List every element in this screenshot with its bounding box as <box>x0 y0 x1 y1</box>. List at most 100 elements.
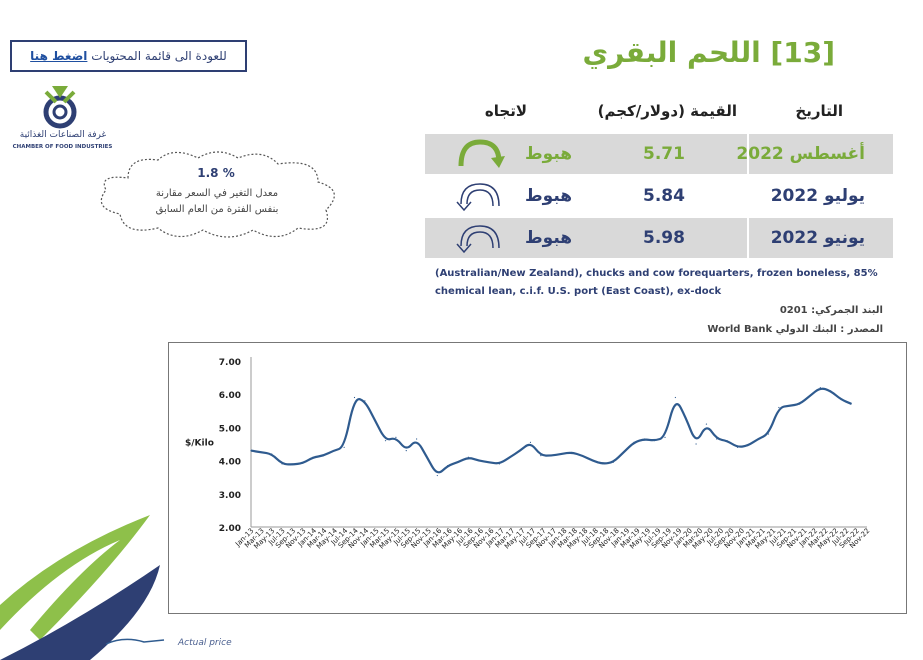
data-point <box>384 440 387 442</box>
yoy-change-value: 1.8 % <box>197 166 235 180</box>
data-point <box>322 455 325 457</box>
row-direction: هبوط <box>525 144 573 164</box>
customs-code: البند الجمركي: 0201 <box>779 305 883 316</box>
data-point <box>281 463 283 465</box>
row-price: 5.98 <box>643 228 685 248</box>
y-tick-label: 4.00 <box>219 458 241 468</box>
data-point <box>519 450 521 452</box>
data-point <box>809 395 811 397</box>
data-point <box>664 436 666 438</box>
back-to-contents-link[interactable]: اضغط هنا <box>30 49 88 63</box>
data-point <box>312 456 314 458</box>
data-point <box>478 460 480 462</box>
data-point <box>364 400 366 402</box>
data-point <box>788 405 790 407</box>
data-point <box>395 436 397 438</box>
data-point <box>840 398 842 401</box>
data-point <box>685 416 687 419</box>
price-line-chart: 7.006.005.004.003.002.00$/KiloJan-13Mar-… <box>185 357 871 551</box>
trend-down-arrow-icon <box>456 183 500 212</box>
table-row: يوليو 2022 5.84 هبوط <box>425 176 893 216</box>
data-point <box>343 446 345 448</box>
header-price: القيمة (دولار/كجم) <box>597 102 737 120</box>
data-point <box>581 455 583 457</box>
data-point <box>695 443 697 445</box>
chart-frame: 7.00 6.00 5.00 4.00 3.00 2.00 $/Kilo Jan-13 Mar-… <box>168 342 907 614</box>
table-row: يونيو 2022 5.98 هبوط <box>425 218 893 258</box>
data-point <box>457 461 459 463</box>
data-point <box>819 386 821 389</box>
y-axis-label: $/Kilo <box>185 439 214 449</box>
description-line2: chemical lean, c.i.f. U.S. port (East Co… <box>435 286 722 297</box>
data-point <box>333 450 335 452</box>
data-point <box>467 456 469 458</box>
row-price: 5.84 <box>643 186 685 206</box>
back-to-contents-text: للعودة الى قائمة المحتويات <box>91 49 227 63</box>
legend-label: Actual price <box>178 638 232 648</box>
y-tick-label: 2.00 <box>219 524 241 534</box>
y-tick-label: 5.00 <box>219 424 241 434</box>
data-point <box>571 451 573 453</box>
data-point <box>612 461 614 463</box>
data-point <box>798 403 801 405</box>
data-point <box>654 440 656 442</box>
logo-english: CHAMBER OF FOOD INDUSTRIES <box>12 144 113 150</box>
data-point <box>260 451 262 453</box>
row-price: 5.71 <box>643 144 685 164</box>
data-point <box>830 390 832 392</box>
data-point <box>291 463 294 466</box>
data-point <box>757 438 759 440</box>
header-direction: لاتجاه <box>484 102 527 120</box>
trend-down-arrow-icon <box>456 225 500 254</box>
data-point <box>705 423 708 425</box>
data-point <box>416 438 418 440</box>
trend-down-arrow-icon <box>458 139 505 168</box>
data-point <box>716 438 718 440</box>
data-source: المصدر : البنك الدولي World Bank <box>707 324 883 335</box>
data-point <box>726 440 728 442</box>
header-date: التاريخ <box>795 102 843 120</box>
data-point <box>488 461 490 463</box>
row-direction: هبوط <box>525 186 573 206</box>
data-point <box>850 403 852 405</box>
data-point <box>602 463 604 465</box>
data-point <box>436 474 438 477</box>
back-to-contents-box: للعودة الى قائمة المحتويات اضغط هنا <box>10 40 247 72</box>
data-point <box>674 396 676 399</box>
data-point <box>374 420 376 422</box>
series-line-actual-price <box>250 387 852 474</box>
data-point <box>747 445 749 447</box>
decorative-swoosh-icon <box>0 515 160 660</box>
chamber-logo: غرفة الصناعات الغذائية CHAMBER OF FOOD I… <box>0 84 125 154</box>
data-point <box>353 396 356 399</box>
data-point <box>250 450 252 452</box>
data-point <box>271 453 273 455</box>
data-point <box>509 456 511 458</box>
data-point <box>540 455 542 457</box>
yoy-change-line2: بنفس الفترة من العام السابق <box>155 204 279 215</box>
row-date: يونيو 2022 <box>770 228 865 248</box>
logo-arabic: غرفة الصناعات الغذائية <box>19 130 107 140</box>
y-tick-label: 6.00 <box>219 391 241 401</box>
data-point <box>529 441 532 443</box>
data-point <box>591 460 594 462</box>
data-point <box>767 433 770 435</box>
data-point <box>560 453 563 455</box>
logo-mark-icon <box>43 86 77 129</box>
product-description: (Australian/New Zealand), chucks and cow… <box>435 265 890 301</box>
data-point <box>633 441 635 443</box>
legend-line-icon <box>105 638 165 645</box>
data-point <box>623 451 625 453</box>
data-point <box>736 446 739 448</box>
data-point <box>550 455 552 457</box>
page-title: [13] اللحم البقري <box>582 36 835 69</box>
table-row: أغسطس 2022 5.71 هبوط <box>425 134 893 174</box>
data-point <box>447 464 449 467</box>
data-point <box>405 450 407 452</box>
y-tick-label: 7.00 <box>219 358 241 368</box>
row-date: يوليو 2022 <box>770 186 865 206</box>
cloud-callout-shape <box>100 151 335 238</box>
y-tick-label: 3.00 <box>219 491 241 501</box>
data-point <box>778 406 780 409</box>
row-direction: هبوط <box>525 228 573 248</box>
